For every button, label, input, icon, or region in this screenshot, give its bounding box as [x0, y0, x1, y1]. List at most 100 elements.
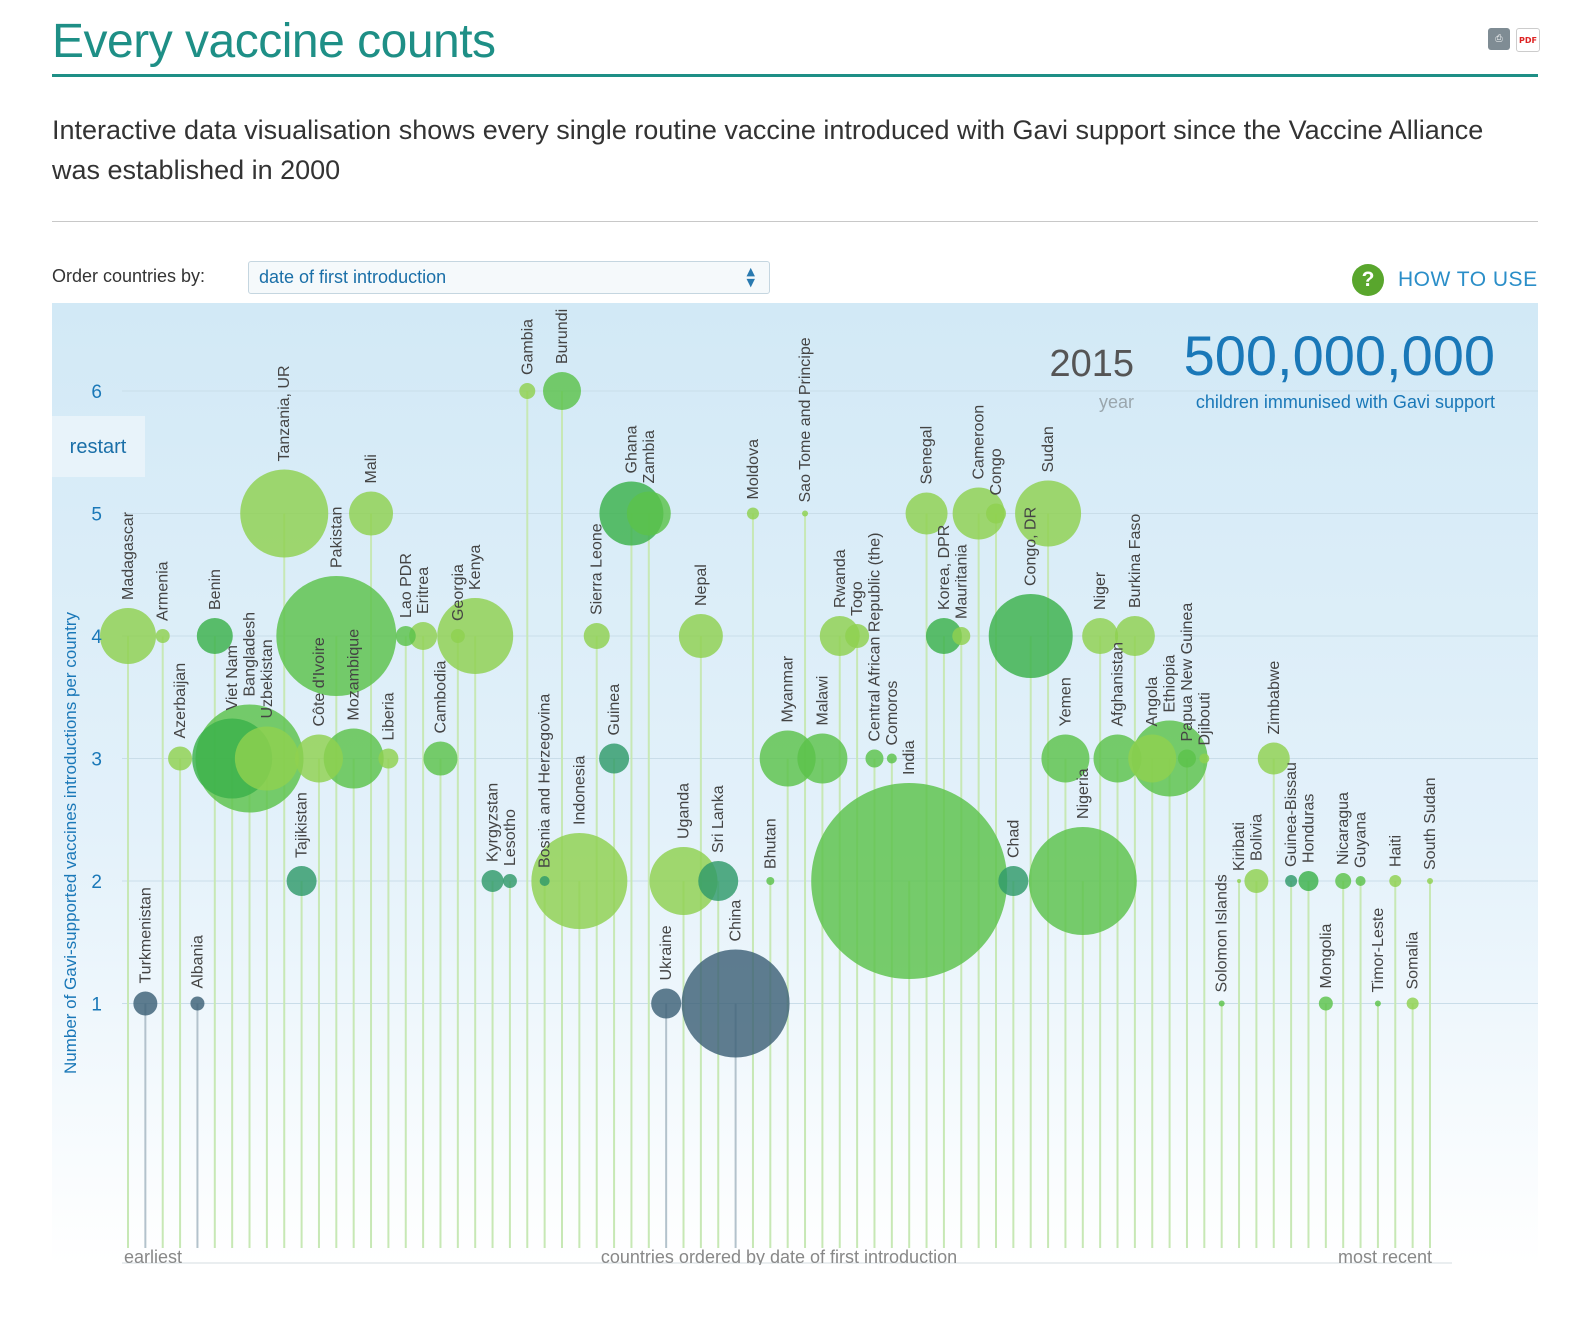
country-label: Georgia: [450, 564, 467, 621]
country-bubble[interactable]: [649, 847, 718, 915]
year-label: year: [1099, 392, 1134, 412]
country-label: Congo, DR: [1023, 507, 1040, 586]
country-bubble[interactable]: [286, 866, 317, 896]
country-label: Senegal: [919, 426, 936, 485]
country-bubble[interactable]: [819, 616, 860, 656]
country-label: Uganda: [676, 783, 693, 839]
country-bubble[interactable]: [1093, 734, 1142, 783]
country-bubble[interactable]: [196, 618, 233, 654]
country-bubble[interactable]: [1285, 875, 1298, 887]
country-bubble[interactable]: [599, 743, 630, 774]
country-label: Ghana: [623, 425, 640, 473]
country-bubble[interactable]: [1128, 734, 1177, 783]
children-label: children immunised with Gavi support: [1196, 392, 1495, 412]
country-bubble[interactable]: [986, 503, 1006, 524]
country-bubble[interactable]: [865, 749, 884, 768]
country-bubble[interactable]: [681, 949, 790, 1058]
country-label: Sierra Leone: [589, 523, 606, 615]
country-bubble[interactable]: [998, 866, 1029, 896]
country-bubble[interactable]: [1015, 480, 1082, 547]
country-bubble[interactable]: [1218, 1000, 1225, 1007]
country-bubble[interactable]: [1257, 742, 1290, 775]
country-bubble[interactable]: [409, 622, 438, 650]
country-bubble[interactable]: [395, 626, 416, 646]
country-bubble[interactable]: [168, 746, 193, 771]
country-bubble[interactable]: [811, 783, 1008, 979]
country-bubble[interactable]: [437, 598, 514, 674]
country-bubble[interactable]: [323, 728, 384, 789]
country-bubble[interactable]: [988, 594, 1073, 678]
country-label: Rwanda: [832, 549, 849, 608]
country-bubble[interactable]: [294, 734, 343, 783]
country-label: Afghanistan: [1110, 642, 1127, 727]
country-label: Nicaragua: [1335, 792, 1352, 865]
country-bubble[interactable]: [626, 491, 671, 536]
country-bubble[interactable]: [1237, 879, 1242, 883]
country-bubble[interactable]: [423, 741, 458, 776]
country-bubble[interactable]: [502, 874, 517, 888]
country-label: India: [901, 740, 918, 775]
country-label: Angola: [1144, 677, 1161, 727]
restart-label[interactable]: restart: [70, 436, 127, 458]
country-bubble[interactable]: [1114, 616, 1155, 656]
country-bubble[interactable]: [845, 624, 870, 648]
country-label: Gambia: [519, 319, 536, 375]
country-label: Solomon Islands: [1214, 874, 1231, 992]
country-bubble[interactable]: [481, 870, 504, 892]
country-bubble[interactable]: [952, 487, 1005, 540]
country-bubble[interactable]: [531, 833, 628, 929]
country-bubble[interactable]: [1355, 876, 1366, 886]
country-bubble[interactable]: [746, 507, 759, 520]
country-bubble[interactable]: [583, 623, 610, 649]
country-bubble[interactable]: [1028, 827, 1137, 935]
country-bubble[interactable]: [905, 492, 948, 535]
country-bubble[interactable]: [378, 748, 399, 769]
order-select[interactable]: date of first introduction ▲ ▼: [248, 261, 770, 294]
country-bubble[interactable]: [766, 877, 775, 885]
country-bubble[interactable]: [802, 510, 809, 517]
country-bubble[interactable]: [519, 383, 536, 399]
country-bubble[interactable]: [1041, 734, 1090, 783]
print-icon[interactable]: ⎙: [1488, 28, 1510, 50]
year-value: 2015: [1049, 343, 1134, 385]
country-bubble[interactable]: [759, 730, 816, 787]
country-bubble[interactable]: [1298, 871, 1319, 891]
country-bubble[interactable]: [1244, 869, 1269, 893]
country-bubble[interactable]: [952, 627, 971, 645]
country-bubble[interactable]: [1199, 753, 1210, 764]
country-bubble[interactable]: [1427, 878, 1433, 884]
country-bubble[interactable]: [698, 861, 739, 901]
pdf-icon[interactable]: PDF: [1516, 28, 1540, 52]
country-bubble[interactable]: [1389, 875, 1402, 887]
country-bubble[interactable]: [539, 876, 550, 886]
country-bubble[interactable]: [133, 991, 158, 1016]
section-divider: [52, 221, 1538, 222]
country-label: Ukraine: [658, 925, 675, 980]
country-bubble[interactable]: [276, 576, 397, 696]
vaccine-chart: Madagascar Turkmenistan Armenia Azerbaijan A…: [52, 303, 1538, 1265]
title-divider: [52, 74, 1538, 77]
restart-button[interactable]: [52, 416, 145, 477]
how-to-use-link[interactable]: HOW TO USE: [1398, 268, 1538, 291]
country-label: Somalia: [1405, 932, 1422, 990]
country-bubble[interactable]: [190, 996, 205, 1011]
country-bubble[interactable]: [925, 618, 962, 654]
country-bubble[interactable]: [1177, 749, 1196, 768]
country-bubble[interactable]: [1082, 618, 1119, 654]
country-bubble[interactable]: [797, 733, 848, 784]
country-bubble[interactable]: [1406, 997, 1419, 1010]
country-bubble[interactable]: [450, 629, 465, 643]
country-bubble[interactable]: [234, 726, 299, 791]
country-bubble[interactable]: [1335, 873, 1352, 889]
country-bubble[interactable]: [543, 372, 581, 410]
country-bubble[interactable]: [1374, 1000, 1381, 1007]
country-bubble[interactable]: [349, 491, 394, 536]
country-bubble[interactable]: [1318, 996, 1333, 1011]
question-icon[interactable]: ?: [1352, 264, 1384, 296]
country-bubble[interactable]: [651, 988, 682, 1019]
country-bubble[interactable]: [100, 608, 156, 664]
country-bubble[interactable]: [678, 614, 723, 658]
country-bubble[interactable]: [155, 629, 170, 643]
country-bubble[interactable]: [240, 469, 329, 558]
country-bubble[interactable]: [886, 753, 897, 764]
